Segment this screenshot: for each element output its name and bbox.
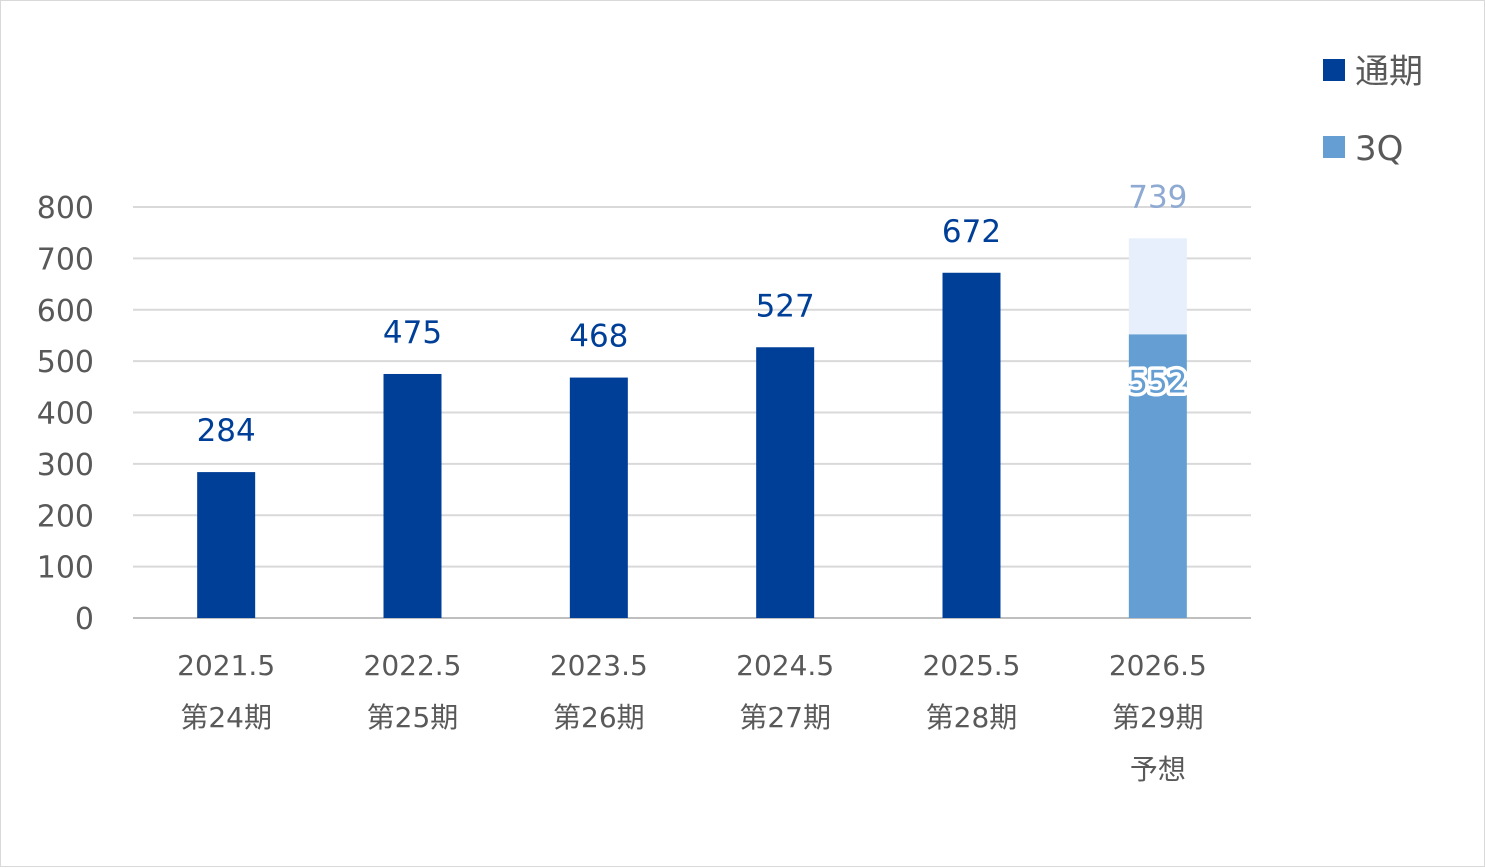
y-tick-label: 700 [37,242,94,277]
bar-full-year [756,347,815,618]
x-tick-label: 2026.5 [1109,649,1207,682]
data-label: 672 [942,214,1001,250]
x-tick-label: 第26期 [553,701,645,734]
bar-full-year [197,472,256,618]
data-label-forecast: 739 [1128,179,1187,215]
data-label: 468 [569,319,628,355]
legend-label: 通期 [1355,52,1423,92]
x-tick-label: 2022.5 [364,649,462,682]
legend-swatch [1323,59,1345,81]
y-tick-label: 500 [37,345,94,380]
y-tick-label: 0 [75,602,94,637]
legend-label: 3Q [1355,129,1403,169]
bar-full-year [383,373,442,618]
x-tick-label: 2023.5 [550,649,648,682]
y-tick-label: 400 [37,397,94,432]
x-tick-label: 第27期 [739,701,831,734]
x-tick-label: 第25期 [367,701,459,734]
y-tick-label: 800 [37,191,94,226]
y-tick-label: 100 [37,551,94,586]
legend: 通期 3Q [1323,52,1423,169]
x-tick-label: 2024.5 [736,649,834,682]
bar-forecast-full-year [1128,238,1187,335]
data-label: 284 [197,413,256,449]
gridlines [133,206,1251,619]
y-tick-label: 200 [37,499,94,534]
y-tick-label: 300 [37,448,94,483]
x-tick-label: 第28期 [926,701,1018,734]
bar-full-year [569,377,628,618]
bar-full-year [942,272,1001,618]
bars [197,238,1187,618]
x-tick-label: 2025.5 [923,649,1021,682]
data-labels: 284 475 468 527 672 739 552 [197,179,1191,449]
x-axis-ticks: 2021.5 第24期 2022.5 第25期 2023.5 第26期 2024.5 第27期… [177,649,1207,786]
x-tick-label: 予想 [1130,753,1186,786]
bar-3q [1128,334,1187,618]
data-label: 527 [756,288,815,324]
y-tick-label: 600 [37,294,94,329]
x-tick-label: 2021.5 [177,649,275,682]
x-tick-label: 第29期 [1112,701,1204,734]
y-axis-ticks: 0 100 200 300 400 500 600 700 800 [37,191,94,637]
legend-swatch [1323,136,1345,158]
data-label: 475 [383,315,442,351]
data-label-3q: 552 [1128,364,1187,400]
x-tick-label: 第24期 [180,701,272,734]
